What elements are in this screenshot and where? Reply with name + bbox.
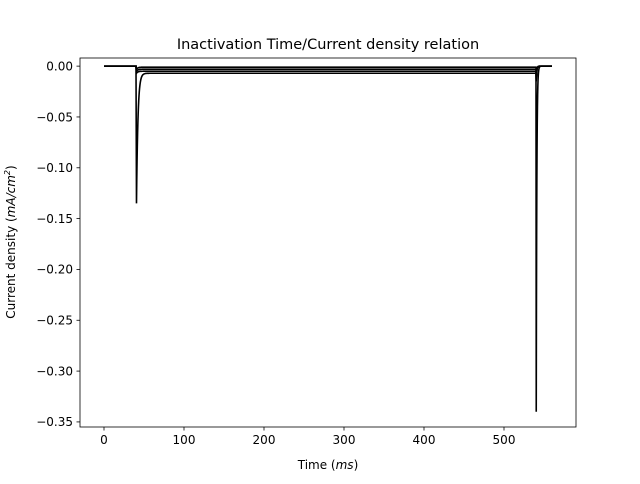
chart-title: Inactivation Time/Current density relati… (177, 37, 479, 53)
y-tick-label: 0.00 (46, 59, 73, 73)
x-tick-label: 100 (173, 433, 196, 447)
x-tick-label: 200 (253, 433, 276, 447)
x-label-prefix: Time ( (297, 458, 336, 472)
x-label-unit: ms (336, 458, 354, 472)
y-label-suffix: ) (4, 165, 18, 170)
y-tick-label: −0.30 (36, 364, 73, 378)
x-tick-label: 400 (413, 433, 436, 447)
y-tick-label: −0.15 (36, 212, 73, 226)
y-tick-label: −0.25 (36, 314, 73, 328)
y-label-unit-sup: 2 (3, 170, 12, 175)
y-axis-label: Current density (mA/cm2) (3, 165, 18, 318)
x-ticks-group: 0 100 200 300 400 500 (100, 427, 515, 447)
traces-group (104, 65, 553, 412)
x-label-suffix: ) (354, 458, 359, 472)
y-tick-label: −0.35 (36, 415, 73, 429)
x-axis-label: Time (ms) (297, 458, 359, 472)
x-tick-label: 300 (333, 433, 356, 447)
axes-frame (79, 57, 577, 428)
x-tick-label: 0 (100, 433, 108, 447)
y-tick-label: −0.05 (36, 110, 73, 124)
y-tick-label: −0.20 (36, 263, 73, 277)
x-tick-label: 500 (493, 433, 516, 447)
y-label-unit: mA/cm (4, 175, 18, 217)
current-trace-4 (104, 65, 553, 412)
y-ticks-group: 0.00 −0.05 −0.10 −0.15 −0.20 −0.25 −0.30 −0.35 (36, 59, 80, 429)
y-label-prefix: Current density ( (4, 217, 18, 318)
y-tick-label: −0.10 (36, 161, 73, 175)
